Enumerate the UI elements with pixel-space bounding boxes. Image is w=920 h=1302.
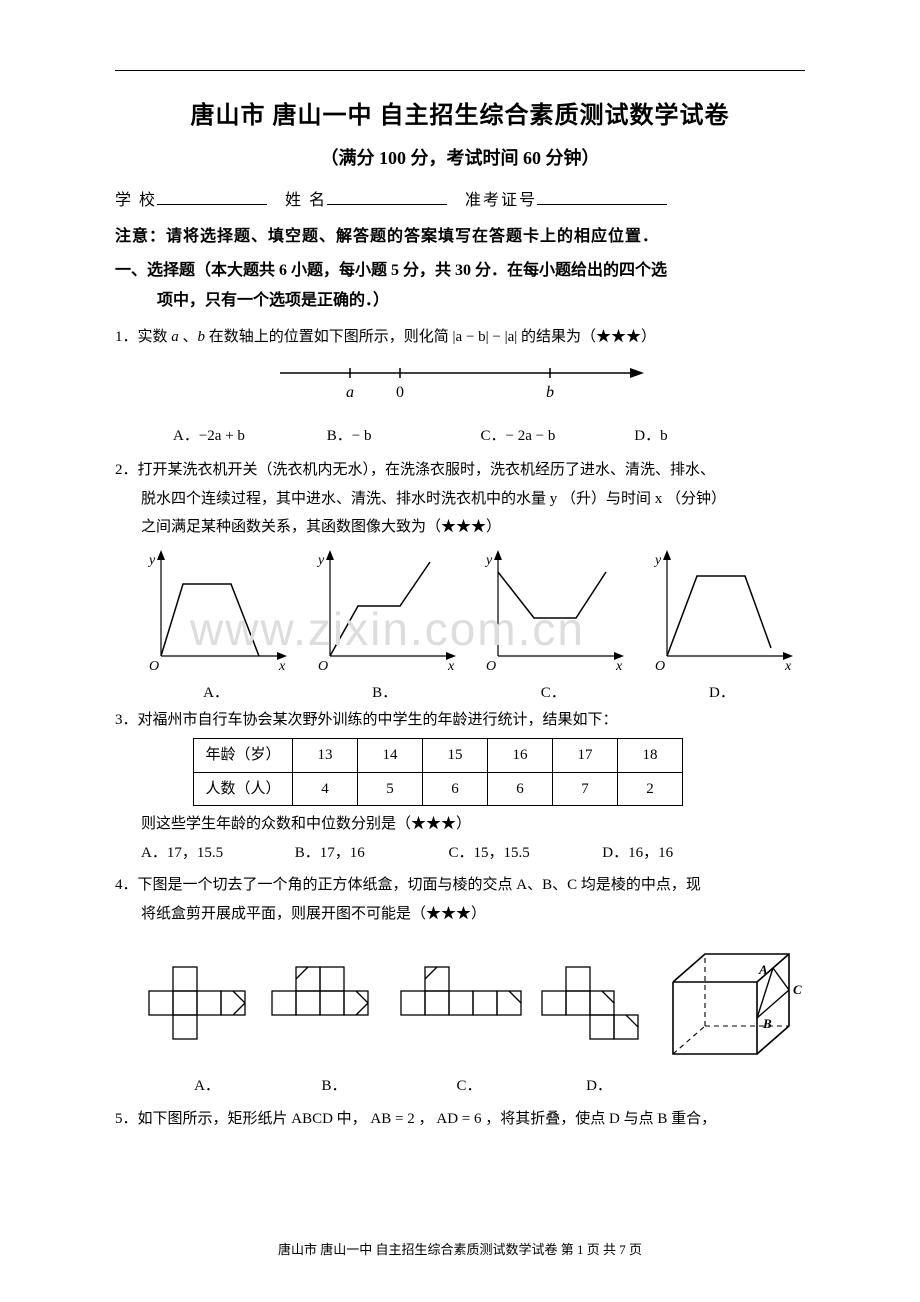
q4-line1: 4．下图是一个切去了一个角的正方体纸盒，切面与棱的交点 A、B、C 均是棱的中点… [115,871,805,900]
q1-options: A．−2a + b B．− b C．− 2a − b D．b [115,422,805,451]
student-info-line: 学 校 姓 名 准考证号 [115,186,805,210]
q3-opt-c: C．15，15.5 [449,839,599,868]
name-label: 姓 名 [285,192,327,209]
svg-text:C: C [793,982,802,997]
question-5: 5．如下图所示，矩形纸片 ABCD 中， AB = 2 ， AD = 6 ，将其… [115,1105,805,1134]
svg-text:O: O [486,659,496,674]
q3-h4: 16 [488,739,553,773]
q4-label-d: D． [539,1074,659,1095]
q3-h6: 18 [618,739,683,773]
q3-options: A．17，15.5 B．17，16 C．15，15.5 D．16，16 [115,839,805,868]
q2-chart-b: y x O B． [310,546,460,702]
svg-text:a: a [346,384,354,401]
q3-r4: 6 [488,772,553,806]
name-blank [327,190,447,205]
q2-label-c: C． [478,681,628,702]
q2-chart-a: y x O A． [141,546,291,702]
section-1-line2: 项中，只有一个选项是正确的．） [115,286,805,316]
q1-comma: 、 [179,329,198,345]
q3-h2: 14 [358,739,423,773]
exam-title: 唐山市 唐山一中 自主招生综合素质测试数学试卷 [115,95,805,130]
q3-r6: 2 [618,772,683,806]
q3-opt-d: D．16，16 [602,845,673,861]
examno-label: 准考证号 [465,192,537,209]
question-1: 1．实数 a 、b 在数轴上的位置如下图所示，则化简 |a − b| − |a|… [115,323,805,451]
question-3: 3．对福州市自行车协会某次野外训练的中学生的年龄进行统计，结果如下： 年龄（岁）… [115,706,805,868]
unfold-d-svg [538,961,645,1051]
svg-text:O: O [318,659,328,674]
q1-opt-b: B．− b [327,422,477,451]
q2-line1: 2．打开某洗衣机开关（洗衣机内无水），在洗涤衣服时，洗衣机经历了进水、清洗、排水… [115,456,805,485]
cube-svg: A C B [659,946,805,1066]
q3-subtext: 则这些学生年龄的众数和中位数分别是（★★★） [115,810,805,839]
q3-opt-a: A．17，15.5 [141,839,291,868]
school-blank [157,190,267,205]
svg-text:x: x [784,659,792,674]
q3-h5: 17 [553,739,618,773]
unfold-b-svg [266,961,383,1051]
svg-text:B: B [762,1016,772,1031]
examno-blank [537,190,667,205]
top-rule [115,70,805,71]
q1-pre: 1．实数 [115,329,171,345]
svg-text:y: y [316,553,325,568]
number-line-svg: a 0 b [270,357,650,405]
q4-label-c: C． [399,1074,539,1095]
q3-h3: 15 [423,739,488,773]
q3-r3: 6 [423,772,488,806]
svg-text:b: b [546,384,554,401]
q3-r0: 人数（人） [194,772,293,806]
unfold-c-svg [397,961,524,1051]
q4-label-a: A． [145,1074,269,1095]
svg-text:x: x [447,659,455,674]
q3-r1: 4 [293,772,358,806]
q1-opt-a: A．−2a + b [173,422,323,451]
page-footer: 唐山市 唐山一中 自主招生综合素质测试数学试卷 第 1 页 共 7 页 [0,1239,920,1258]
q3-opt-b: B．17，16 [295,839,445,868]
q1-mid: 在数轴上的位置如下图所示，则化简 |a − b| − |a| 的结果为（★★★） [205,329,656,345]
table-row: 人数（人） 4 5 6 6 7 2 [194,772,683,806]
q3-h0: 年龄（岁） [194,739,293,773]
q4-label-b: B． [269,1074,399,1095]
svg-text:O: O [655,659,665,674]
table-row: 年龄（岁） 13 14 15 16 17 18 [194,739,683,773]
q5-text: 5．如下图所示，矩形纸片 ABCD 中， AB = 2 ， AD = 6 ，将其… [115,1105,805,1134]
q2-line3: 之间满足某种函数关系，其函数图像大致为（★★★） [115,513,805,542]
notice-line: 注意：请将选择题、填空题、解答题的答案填写在答题卡上的相应位置． [115,222,805,246]
school-label: 学 校 [115,192,157,209]
svg-text:y: y [653,553,662,568]
q1-var-a: a [171,329,179,345]
q2-charts: y x O A． y x O B． [115,546,805,702]
q3-r5: 7 [553,772,618,806]
q2-label-d: D． [647,681,797,702]
svg-text:y: y [484,553,493,568]
svg-text:O: O [149,659,159,674]
svg-text:x: x [615,659,623,674]
q2-chart-d: y x O D． [647,546,797,702]
q4-line2: 将纸盒剪开展成平面，则展开图不可能是（★★★） [115,900,805,929]
section-1-line1: 一、选择题（本大题共 6 小题，每小题 5 分，共 30 分．在每小题给出的四个… [115,262,667,279]
svg-text:0: 0 [396,384,404,401]
question-2: 2．打开某洗衣机开关（洗衣机内无水），在洗涤衣服时，洗衣机经历了进水、清洗、排水… [115,456,805,542]
question-4: 4．下图是一个切去了一个角的正方体纸盒，切面与棱的交点 A、B、C 均是棱的中点… [115,871,805,928]
q1-opt-c: C．− 2a − b [481,422,631,451]
svg-text:A: A [758,962,768,977]
svg-text:y: y [147,553,156,568]
q2-line2: 脱水四个连续过程，其中进水、清洗、排水时洗衣机中的水量 y （升）与时间 x （… [115,485,805,514]
q1-var-b: b [198,329,206,345]
q4-figures: A C B [115,946,805,1066]
q3-table: 年龄（岁） 13 14 15 16 17 18 人数（人） 4 5 6 6 7 … [193,738,683,806]
section-1-header: 一、选择题（本大题共 6 小题，每小题 5 分，共 30 分．在每小题给出的四个… [115,256,805,317]
q1-opt-d: D．b [634,422,667,451]
exam-subtitle: （满分 100 分，考试时间 60 分钟） [115,144,805,170]
q3-text: 3．对福州市自行车协会某次野外训练的中学生的年龄进行统计，结果如下： [115,706,805,735]
svg-text:x: x [278,659,286,674]
q3-r2: 5 [358,772,423,806]
q4-labels: A． B． C． D． [115,1074,805,1095]
unfold-a-svg [145,961,252,1051]
q3-h1: 13 [293,739,358,773]
q2-label-b: B． [310,681,460,702]
q2-label-a: A． [141,681,291,702]
q2-chart-c: y x O C． [478,546,628,702]
